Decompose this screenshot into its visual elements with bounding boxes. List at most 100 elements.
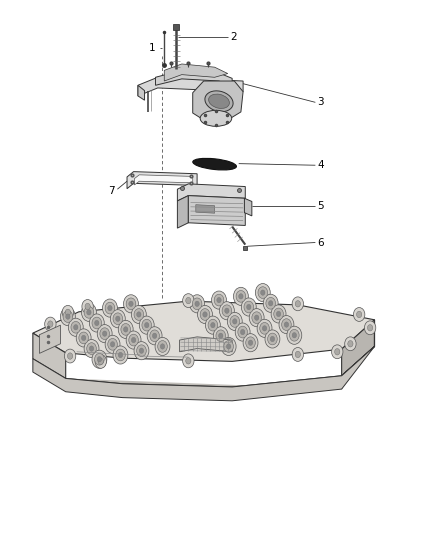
Text: 7: 7 <box>108 186 115 196</box>
Circle shape <box>212 291 226 309</box>
Circle shape <box>292 348 304 361</box>
Circle shape <box>102 299 117 317</box>
Circle shape <box>66 314 70 319</box>
Polygon shape <box>177 196 188 228</box>
Polygon shape <box>33 346 374 401</box>
Circle shape <box>260 322 269 334</box>
Circle shape <box>254 315 259 320</box>
Circle shape <box>129 301 133 306</box>
Circle shape <box>124 295 138 313</box>
Circle shape <box>357 311 362 318</box>
Circle shape <box>287 326 302 344</box>
Circle shape <box>139 348 144 353</box>
Circle shape <box>85 303 90 310</box>
Circle shape <box>190 295 205 313</box>
Polygon shape <box>155 70 232 86</box>
Circle shape <box>268 301 273 306</box>
Circle shape <box>98 358 103 365</box>
Circle shape <box>195 301 199 306</box>
Circle shape <box>92 317 102 329</box>
Polygon shape <box>66 320 374 389</box>
Circle shape <box>113 346 128 364</box>
Polygon shape <box>33 301 374 361</box>
Polygon shape <box>164 64 228 81</box>
Circle shape <box>95 354 106 368</box>
Circle shape <box>233 287 248 305</box>
Circle shape <box>79 332 88 344</box>
Circle shape <box>241 298 256 316</box>
Circle shape <box>262 326 267 331</box>
Circle shape <box>211 322 215 328</box>
Circle shape <box>261 290 265 295</box>
Circle shape <box>71 321 81 333</box>
Circle shape <box>248 340 253 345</box>
Circle shape <box>198 305 212 324</box>
Circle shape <box>134 342 149 360</box>
Circle shape <box>84 306 94 318</box>
Circle shape <box>124 327 128 332</box>
Circle shape <box>240 329 245 335</box>
Polygon shape <box>342 320 374 376</box>
Polygon shape <box>177 184 245 201</box>
Circle shape <box>236 290 246 302</box>
Circle shape <box>64 349 76 363</box>
Circle shape <box>271 305 286 323</box>
Circle shape <box>348 341 353 347</box>
Circle shape <box>82 300 93 313</box>
Polygon shape <box>188 196 245 225</box>
Circle shape <box>268 333 277 345</box>
Circle shape <box>76 329 91 347</box>
Polygon shape <box>244 198 252 216</box>
Circle shape <box>84 340 99 358</box>
Circle shape <box>150 330 159 342</box>
Circle shape <box>290 329 299 341</box>
Circle shape <box>48 321 53 327</box>
Circle shape <box>235 323 250 341</box>
Circle shape <box>239 294 243 299</box>
Circle shape <box>118 320 133 338</box>
Circle shape <box>139 316 154 334</box>
Polygon shape <box>138 85 145 100</box>
Circle shape <box>227 312 242 330</box>
Circle shape <box>134 309 144 320</box>
Ellipse shape <box>193 158 237 170</box>
Circle shape <box>230 316 240 327</box>
Circle shape <box>183 354 194 368</box>
Circle shape <box>63 311 73 322</box>
Circle shape <box>116 316 120 321</box>
Circle shape <box>142 319 152 331</box>
Circle shape <box>92 350 107 368</box>
Circle shape <box>186 297 191 304</box>
Text: 1: 1 <box>149 43 155 53</box>
Circle shape <box>282 319 291 330</box>
Circle shape <box>225 308 229 313</box>
Circle shape <box>89 314 104 332</box>
Circle shape <box>217 297 221 303</box>
Circle shape <box>97 325 112 343</box>
Circle shape <box>118 352 123 358</box>
Circle shape <box>113 313 123 325</box>
Circle shape <box>292 333 297 338</box>
Circle shape <box>108 338 117 350</box>
Circle shape <box>81 335 86 341</box>
Circle shape <box>292 297 304 311</box>
Circle shape <box>367 325 373 331</box>
Circle shape <box>203 312 207 317</box>
Circle shape <box>216 330 226 342</box>
Circle shape <box>131 305 146 324</box>
Circle shape <box>81 303 96 321</box>
Circle shape <box>274 308 283 320</box>
Circle shape <box>158 341 167 352</box>
Text: 2: 2 <box>230 33 237 42</box>
Circle shape <box>246 337 255 349</box>
Circle shape <box>244 301 254 313</box>
Circle shape <box>200 309 210 320</box>
Circle shape <box>95 320 99 326</box>
Ellipse shape <box>208 94 230 108</box>
Circle shape <box>226 344 231 349</box>
Circle shape <box>152 333 157 338</box>
Text: 5: 5 <box>318 201 324 211</box>
Circle shape <box>221 337 236 356</box>
Circle shape <box>160 344 165 349</box>
Text: 3: 3 <box>318 98 324 107</box>
